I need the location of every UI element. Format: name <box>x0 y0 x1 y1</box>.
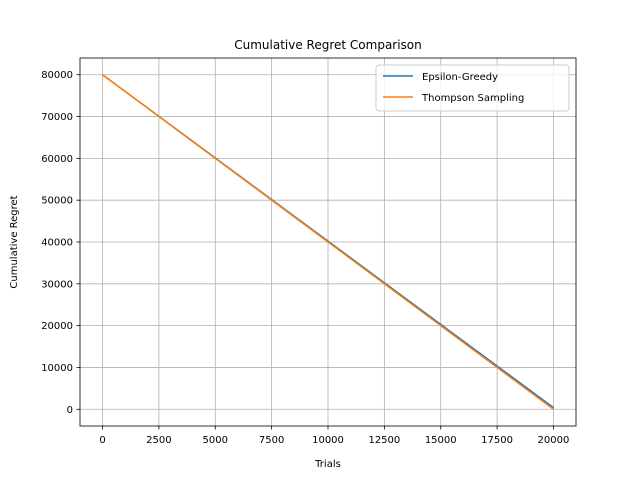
x-axis-ticks: 0 2500 5000 7500 10000 12500 15000 17500 20000 <box>99 426 569 446</box>
y-tick-label: 60000 <box>41 154 73 165</box>
series-lines <box>102 74 554 410</box>
x-tick-label: 5000 <box>203 435 228 446</box>
x-tick-label: 7500 <box>259 435 284 446</box>
x-tick-label: 20000 <box>538 435 570 446</box>
y-tick-label: 80000 <box>41 70 73 81</box>
legend-box <box>375 64 570 112</box>
y-tick-label: 10000 <box>41 363 73 374</box>
y-tick-label: 0 <box>67 405 73 416</box>
y-tick-label: 50000 <box>41 196 73 207</box>
legend: Epsilon-Greedy Thompson Sampling <box>375 64 570 112</box>
x-axis-title: Trials <box>314 459 341 470</box>
x-tick-label: 15000 <box>425 435 457 446</box>
chart-title: Cumulative Regret Comparison <box>234 38 422 52</box>
y-tick-label: 20000 <box>41 321 73 332</box>
y-axis-title: Cumulative Regret <box>9 195 20 288</box>
y-tick-label: 30000 <box>41 279 73 290</box>
x-tick-label: 10000 <box>312 435 344 446</box>
series-line-thompson-sampling <box>102 74 554 410</box>
grid <box>80 58 576 426</box>
x-tick-label: 12500 <box>368 435 400 446</box>
x-tick-label: 2500 <box>146 435 171 446</box>
y-axis-ticks: 0 10000 20000 30000 40000 50000 60000 70000 8000… <box>41 70 80 416</box>
y-tick-label: 40000 <box>41 238 73 249</box>
legend-label-epsilon-greedy: Epsilon-Greedy <box>422 72 498 83</box>
x-tick-label: 17500 <box>481 435 513 446</box>
legend-label-thompson-sampling: Thompson Sampling <box>421 93 524 104</box>
x-tick-label: 0 <box>99 435 105 446</box>
y-tick-label: 70000 <box>41 112 73 123</box>
